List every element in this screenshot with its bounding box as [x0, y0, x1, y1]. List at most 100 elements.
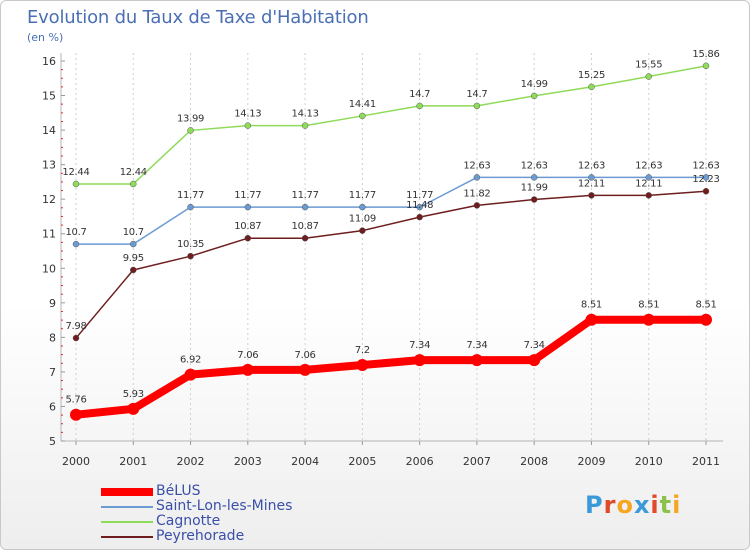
- data-label: 12.63: [692, 160, 719, 171]
- x-tick-label: 2002: [177, 455, 205, 468]
- data-point: [359, 203, 366, 211]
- data-label: 14.7: [466, 89, 487, 100]
- data-point: [585, 313, 598, 326]
- legend-label: BéLUS: [156, 483, 201, 499]
- data-point: [645, 174, 652, 181]
- data-point: [413, 354, 426, 367]
- data-point: [702, 187, 710, 195]
- data-point: [530, 196, 538, 203]
- data-label: 11.99: [521, 183, 548, 194]
- data-point: [702, 174, 710, 181]
- legend-swatch: [101, 506, 153, 508]
- legend-label: Peyrehorade: [156, 528, 245, 544]
- data-point: [130, 180, 137, 188]
- proxiti-logo: Proxiti: [585, 491, 682, 519]
- data-label: 15.25: [578, 70, 605, 81]
- data-point: [70, 408, 82, 421]
- y-tick-label: 6: [49, 400, 56, 413]
- data-label: 12.11: [578, 178, 605, 189]
- data-label: 11.77: [234, 190, 261, 201]
- x-tick-label: 2004: [291, 455, 319, 468]
- data-label: 6.92: [180, 355, 201, 366]
- data-label: 11.77: [406, 190, 433, 201]
- y-tick-label: 8: [49, 331, 56, 344]
- data-label: 14.41: [349, 99, 376, 110]
- legend-swatch: [101, 488, 153, 496]
- data-point: [588, 174, 595, 181]
- series-line: [75, 176, 707, 245]
- data-label: 11.77: [292, 190, 319, 201]
- data-label: 7.34: [466, 340, 487, 351]
- data-point: [359, 227, 366, 234]
- data-point: [72, 240, 80, 248]
- data-point: [244, 122, 252, 129]
- data-point: [72, 334, 80, 342]
- data-label: 15.55: [635, 60, 662, 71]
- data-label: 11.09: [349, 214, 376, 225]
- data-label: 10.7: [123, 227, 144, 238]
- data-label: 7.34: [409, 340, 430, 351]
- data-label: 10.87: [234, 221, 261, 232]
- data-label: 11.82: [463, 188, 490, 199]
- data-point: [473, 102, 481, 110]
- data-label: 7.06: [237, 350, 258, 361]
- data-label: 14.99: [521, 79, 548, 90]
- x-tick-label: 2000: [62, 455, 90, 468]
- data-label: 10.7: [65, 227, 86, 238]
- data-point: [356, 359, 369, 371]
- data-label: 5.93: [123, 389, 144, 400]
- x-tick-label: 2001: [119, 455, 147, 468]
- data-point: [416, 213, 423, 221]
- x-tick-label: 2010: [635, 455, 663, 468]
- data-point: [244, 203, 252, 211]
- x-tick-label: 2008: [520, 455, 548, 468]
- y-tick-label: 10: [42, 262, 56, 275]
- data-label: 8.51: [695, 300, 716, 311]
- data-label: 14.13: [234, 109, 261, 120]
- y-tick-label: 12: [42, 193, 56, 206]
- data-point: [241, 363, 254, 376]
- data-label: 14.13: [292, 109, 319, 120]
- data-point: [187, 252, 194, 260]
- series-line: [75, 65, 707, 185]
- y-tick-label: 11: [42, 228, 56, 241]
- legend-label: Saint-Lon-les-Mines: [156, 498, 293, 514]
- data-label: 12.63: [635, 160, 662, 171]
- data-label: 7.98: [65, 321, 86, 332]
- data-point: [588, 83, 595, 91]
- data-point: [700, 313, 712, 326]
- data-label: 9.95: [123, 253, 144, 264]
- chart-unit-label: (en %): [27, 31, 64, 44]
- data-label: 15.86: [692, 49, 719, 60]
- data-point: [416, 102, 423, 110]
- data-point: [416, 203, 423, 211]
- data-point: [530, 92, 538, 100]
- data-label: 5.76: [65, 395, 86, 406]
- data-label: 8.51: [581, 300, 602, 311]
- data-point: [187, 127, 194, 134]
- data-label: 12.63: [463, 160, 490, 171]
- data-point: [528, 354, 541, 367]
- data-point: [359, 112, 366, 120]
- data-label: 12.44: [62, 167, 89, 178]
- y-tick-label: 5: [49, 435, 56, 448]
- y-tick-label: 7: [49, 366, 56, 379]
- y-tick-label: 13: [42, 159, 56, 172]
- data-point: [530, 174, 538, 181]
- series-line: [72, 315, 710, 419]
- data-label: 13.99: [177, 113, 204, 124]
- data-point: [642, 313, 655, 326]
- data-label: 12.11: [635, 178, 662, 189]
- y-tick-label: 14: [42, 124, 56, 137]
- legend-swatch: [101, 521, 153, 523]
- data-point: [130, 266, 137, 274]
- data-point: [299, 363, 312, 376]
- data-point: [645, 73, 652, 80]
- data-label: 7.06: [295, 350, 316, 361]
- data-label: 11.77: [349, 190, 376, 201]
- data-point: [244, 234, 252, 242]
- x-tick-label: 2006: [406, 455, 434, 468]
- chart-title: Evolution du Taux de Taxe d'Habitation: [27, 7, 369, 28]
